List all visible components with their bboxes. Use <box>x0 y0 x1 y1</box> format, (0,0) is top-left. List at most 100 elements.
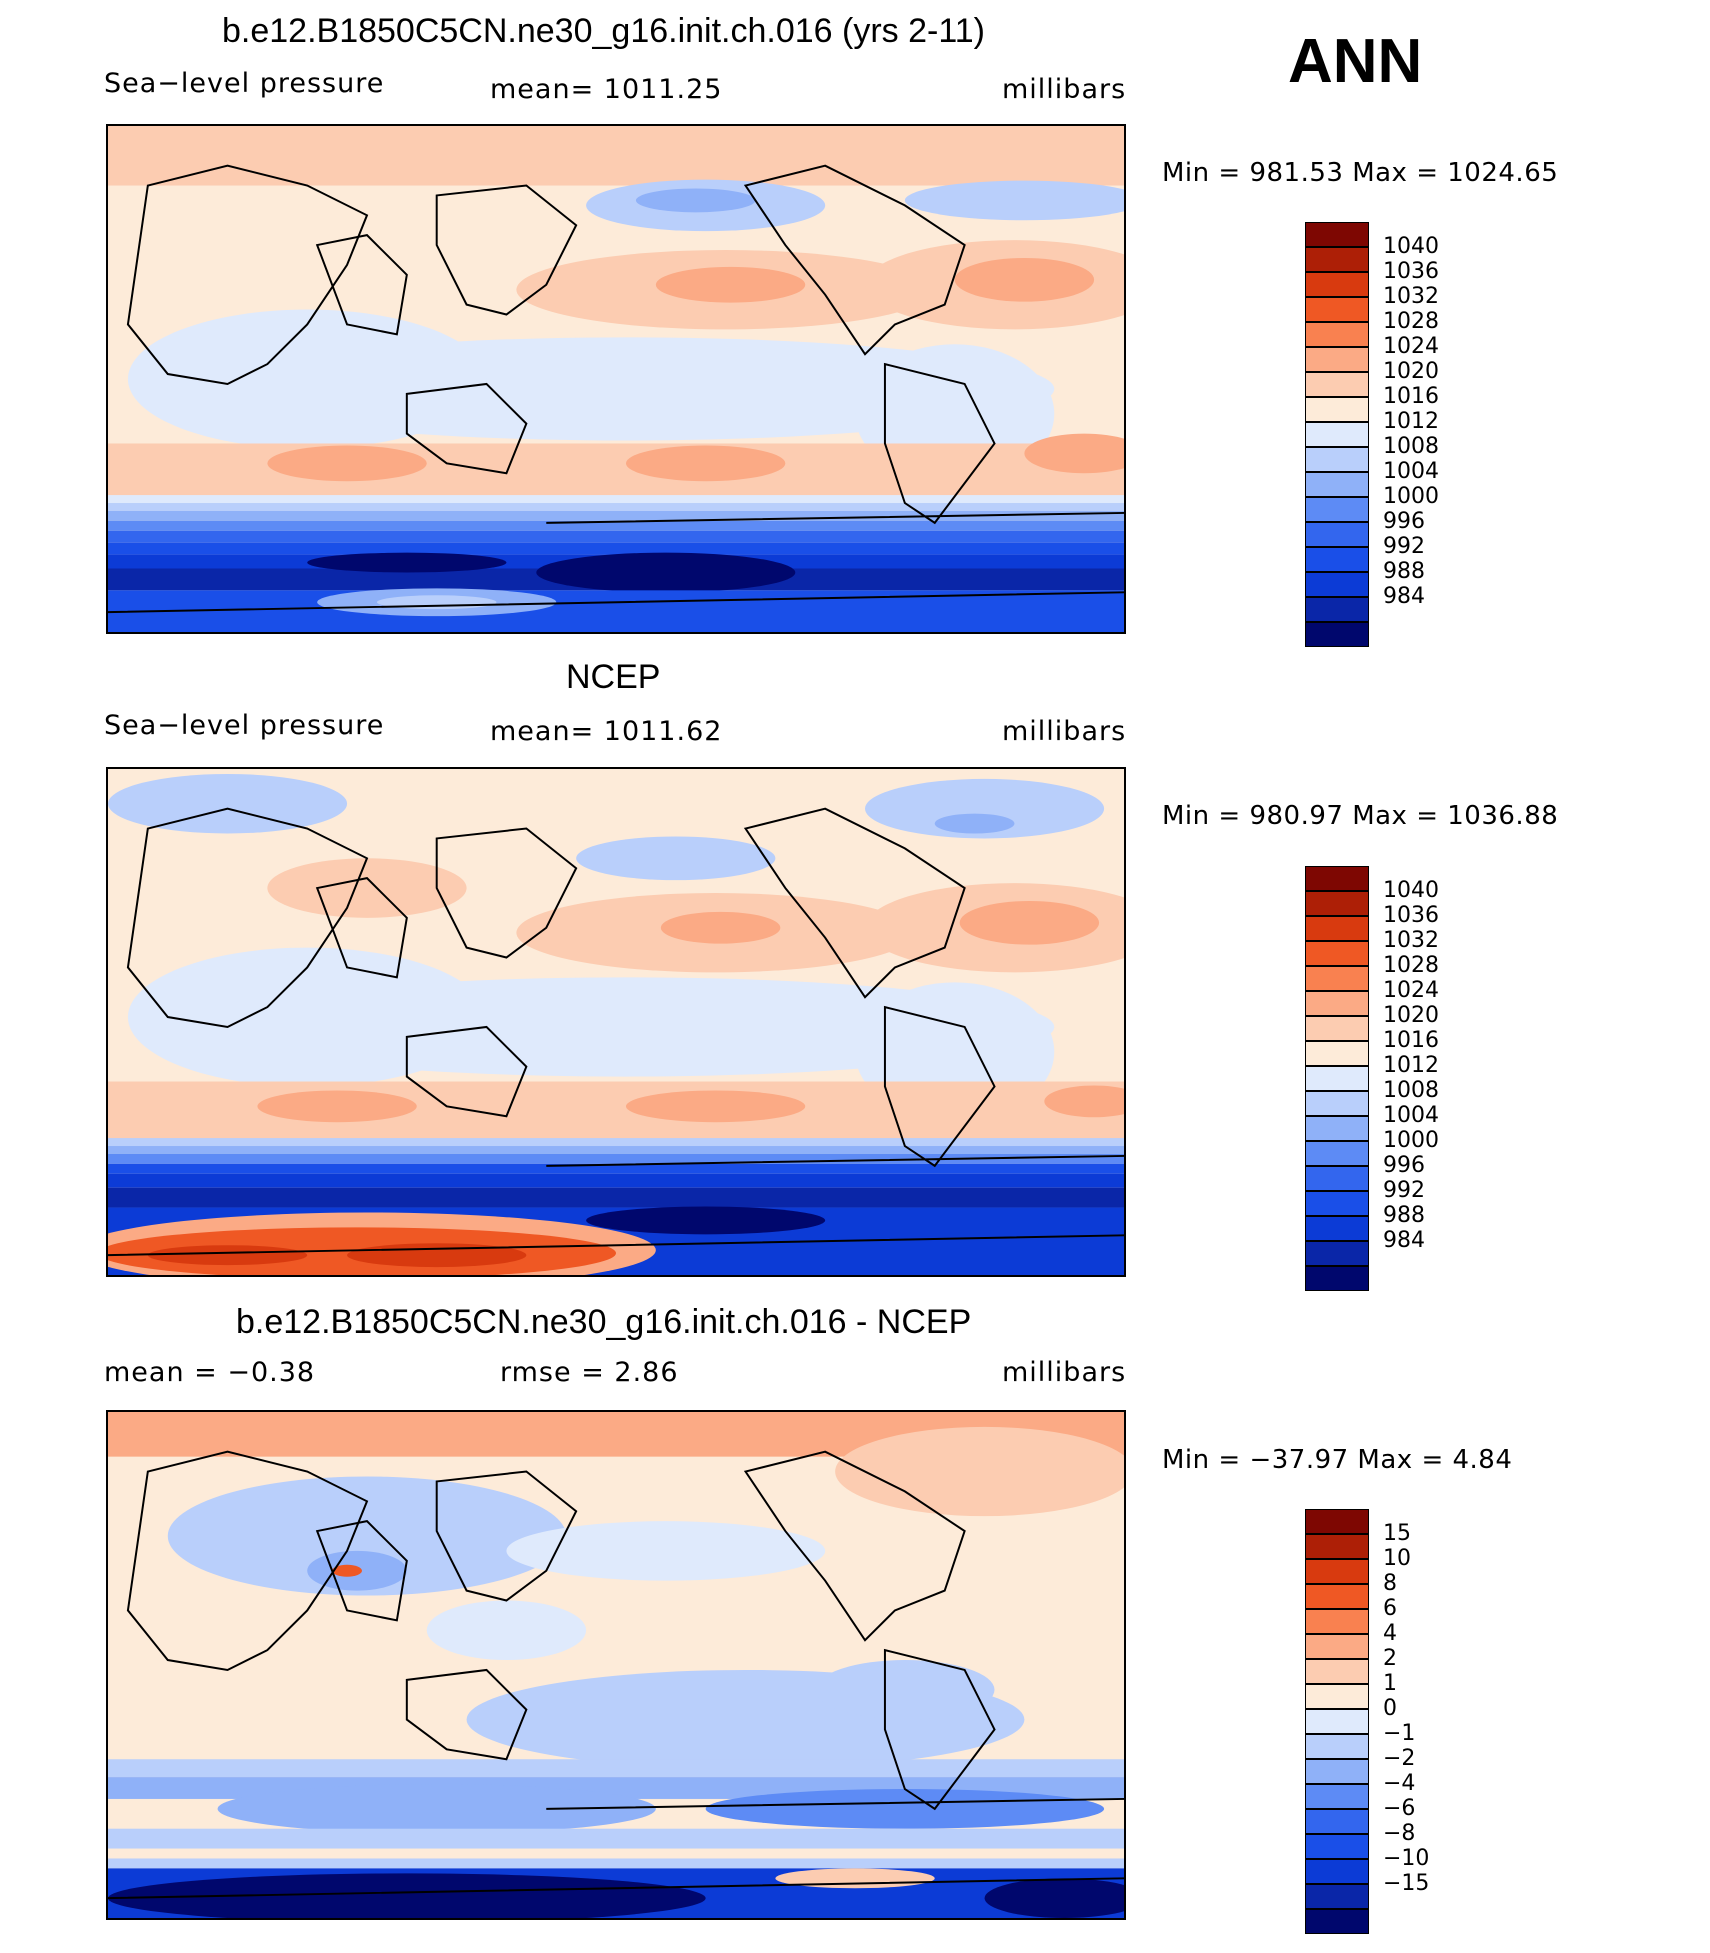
colorbar-swatch <box>1305 247 1369 272</box>
colorbar-level-label: 988 <box>1383 559 1425 584</box>
colorbar-level-label: −1 <box>1383 1721 1416 1746</box>
colorbar-swatch <box>1305 322 1369 347</box>
colorbar-level-label: 1032 <box>1383 284 1439 309</box>
colorbar-level-label: 1008 <box>1383 434 1439 459</box>
colorbar-swatch <box>1305 1634 1369 1659</box>
colorbar-swatch <box>1305 916 1369 941</box>
colorbar-swatch <box>1305 891 1369 916</box>
colorbar-level-label: 1012 <box>1383 1053 1439 1078</box>
colorbar-level-label: −2 <box>1383 1746 1416 1771</box>
colorbar-swatch <box>1305 1884 1369 1909</box>
colorbar-swatch <box>1305 1909 1369 1934</box>
colorbar-swatch <box>1305 1016 1369 1041</box>
colorbar-swatch <box>1305 1534 1369 1559</box>
colorbar-level-label: 1020 <box>1383 1003 1439 1028</box>
colorbar-swatch <box>1305 297 1369 322</box>
colorbar-level-label: 1020 <box>1383 359 1439 384</box>
colorbar-level-label: 984 <box>1383 1228 1425 1253</box>
colorbar-swatch <box>1305 1609 1369 1634</box>
panel-3-rmse-label: rmse = 2.86 <box>500 1357 679 1388</box>
colorbar-level-label: 992 <box>1383 1178 1425 1203</box>
colorbar-level-label: 1040 <box>1383 234 1439 259</box>
panel-2-units-label: millibars <box>1002 716 1127 747</box>
colorbar-swatch <box>1305 572 1369 597</box>
colorbar-swatch <box>1305 1041 1369 1066</box>
colorbar-swatch <box>1305 1216 1369 1241</box>
colorbar-level-label: 1028 <box>1383 309 1439 334</box>
colorbar-level-label: 8 <box>1383 1571 1397 1596</box>
colorbar-swatch <box>1305 1066 1369 1091</box>
colorbar-swatch <box>1305 1759 1369 1784</box>
colorbar-swatch <box>1305 497 1369 522</box>
panel-1-mean-label: mean= 1011.25 <box>490 74 723 105</box>
colorbar-level-label: −8 <box>1383 1821 1416 1846</box>
colorbar-level-label: 1008 <box>1383 1078 1439 1103</box>
colorbar-level-label: 2 <box>1383 1646 1397 1671</box>
colorbar-swatch <box>1305 1709 1369 1734</box>
panel-3-units-label: millibars <box>1002 1357 1127 1388</box>
colorbar-swatch <box>1305 447 1369 472</box>
colorbar-level-label: 6 <box>1383 1596 1397 1621</box>
colorbar-level-label: 4 <box>1383 1621 1397 1646</box>
colorbar-swatch <box>1305 522 1369 547</box>
colorbar-level-label: 1032 <box>1383 928 1439 953</box>
colorbar-swatch <box>1305 1734 1369 1759</box>
colorbar-swatch <box>1305 597 1369 622</box>
colorbar-level-label: 1024 <box>1383 334 1439 359</box>
colorbar-level-label: 10 <box>1383 1546 1411 1571</box>
colorbar-swatch <box>1305 1809 1369 1834</box>
colorbar-swatch <box>1305 991 1369 1016</box>
panel-2-map <box>106 767 1126 1277</box>
colorbar-swatch <box>1305 622 1369 647</box>
colorbar-swatch <box>1305 272 1369 297</box>
colorbar-swatch <box>1305 1584 1369 1609</box>
panel-3-mean-label: mean = −0.38 <box>104 1357 316 1388</box>
panel-3-contour-plot <box>108 1412 1124 1918</box>
colorbar-swatch <box>1305 472 1369 497</box>
colorbar-swatch <box>1305 1116 1369 1141</box>
colorbar-level-label: 1012 <box>1383 409 1439 434</box>
colorbar-level-label: −10 <box>1383 1846 1430 1871</box>
colorbar-level-label: 1024 <box>1383 978 1439 1003</box>
colorbar-level-label: 984 <box>1383 584 1425 609</box>
colorbar-swatch <box>1305 1659 1369 1684</box>
colorbar-level-label: 1036 <box>1383 259 1439 284</box>
colorbar-level-label: 1036 <box>1383 903 1439 928</box>
colorbar-swatch <box>1305 966 1369 991</box>
colorbar-level-label: 988 <box>1383 1203 1425 1228</box>
colorbar-swatch <box>1305 347 1369 372</box>
colorbar-swatch <box>1305 866 1369 891</box>
colorbar-swatch <box>1305 1509 1369 1534</box>
colorbar-level-label: 1040 <box>1383 878 1439 903</box>
colorbar-level-label: −6 <box>1383 1796 1416 1821</box>
panel-1-units-label: millibars <box>1002 74 1127 105</box>
panel-1-minmax: Min = 981.53 Max = 1024.65 <box>1162 158 1559 188</box>
colorbar-swatch <box>1305 547 1369 572</box>
panel-2-variable-label: Sea−level pressure <box>104 710 385 741</box>
colorbar-swatch <box>1305 1784 1369 1809</box>
panel-2-title: NCEP <box>566 658 661 696</box>
colorbar-level-label: 1000 <box>1383 484 1439 509</box>
colorbar-swatch <box>1305 372 1369 397</box>
colorbar-swatch <box>1305 397 1369 422</box>
colorbar-level-label: 1000 <box>1383 1128 1439 1153</box>
panel-2-mean-label: mean= 1011.62 <box>490 716 723 747</box>
panel-1-title: b.e12.B1850C5CN.ne30_g16.init.ch.016 (yr… <box>222 12 985 50</box>
colorbar-swatch <box>1305 1091 1369 1116</box>
panel-3-title: b.e12.B1850C5CN.ne30_g16.init.ch.016 - N… <box>236 1303 972 1341</box>
panel-1-map <box>106 124 1126 634</box>
colorbar-level-label: 1016 <box>1383 384 1439 409</box>
colorbar-level-label: 1004 <box>1383 459 1439 484</box>
colorbar-swatch <box>1305 1859 1369 1884</box>
colorbar-swatch <box>1305 422 1369 447</box>
panel-2-contour-plot <box>108 769 1124 1275</box>
panel-1-contour-plot <box>108 126 1124 632</box>
colorbar-level-label: 1004 <box>1383 1103 1439 1128</box>
colorbar-swatch <box>1305 1559 1369 1584</box>
colorbar-level-label: 15 <box>1383 1521 1411 1546</box>
colorbar-level-label: −4 <box>1383 1771 1416 1796</box>
colorbar-level-label: 1 <box>1383 1671 1397 1696</box>
colorbar-level-label: 992 <box>1383 534 1425 559</box>
colorbar-level-label: 996 <box>1383 509 1425 534</box>
panel-3-minmax: Min = −37.97 Max = 4.84 <box>1162 1445 1513 1475</box>
